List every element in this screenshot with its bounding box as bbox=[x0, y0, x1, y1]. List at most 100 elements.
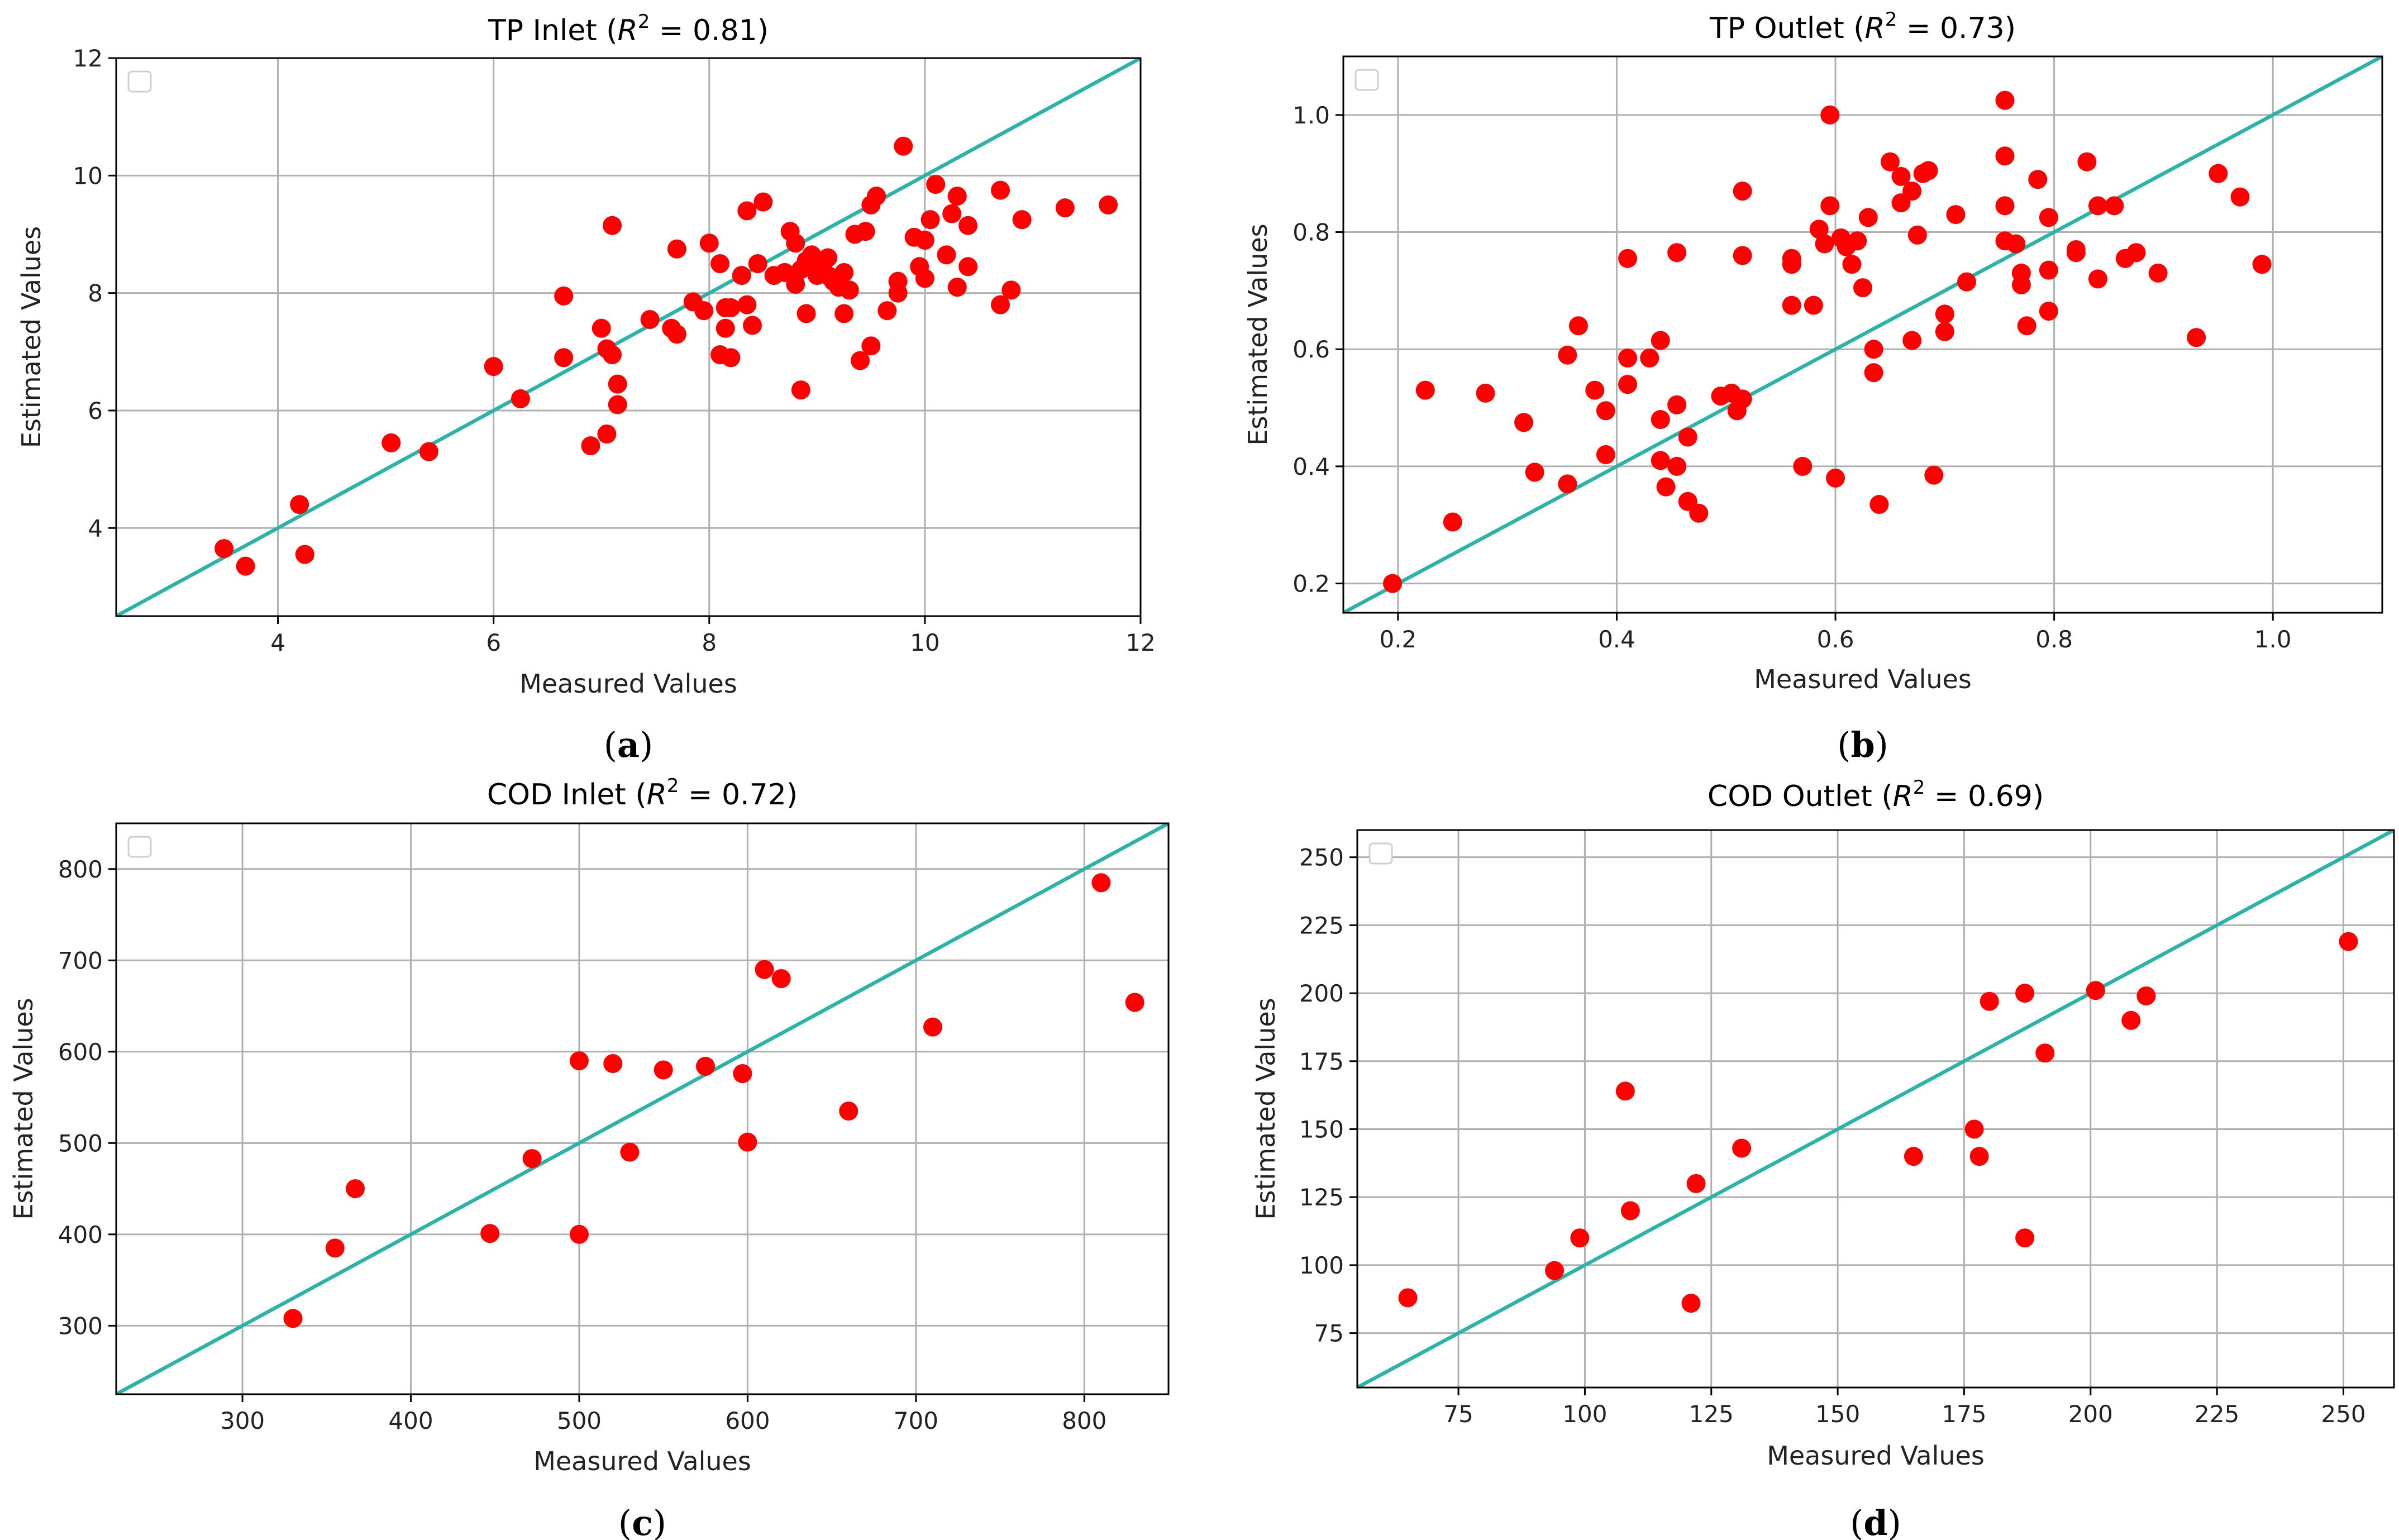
data-point-1 bbox=[325, 1238, 345, 1258]
panel-caption: (c) bbox=[618, 1503, 666, 1540]
data-point-73 bbox=[2039, 208, 2058, 227]
data-point-84 bbox=[2148, 263, 2168, 283]
y-tick-label: 1.0 bbox=[1292, 102, 1330, 129]
reference-line bbox=[116, 823, 1169, 1394]
data-point-3 bbox=[480, 1224, 500, 1243]
data-point-61 bbox=[867, 187, 886, 206]
x-tick-label: 6 bbox=[486, 629, 501, 656]
data-point-6 bbox=[1686, 1174, 1706, 1193]
data-point-12 bbox=[1618, 249, 1638, 268]
data-point-39 bbox=[1820, 105, 1840, 125]
data-point-1 bbox=[1415, 380, 1435, 400]
data-point-45 bbox=[1848, 231, 1867, 251]
chart-panel-d: 75 100 125 150 175 200 225 250 75 100 125 150 175 200… bbox=[1251, 776, 2395, 1540]
data-point-8 bbox=[1568, 316, 1588, 336]
data-point-85 bbox=[2187, 328, 2206, 347]
data-point-35 bbox=[1793, 456, 1813, 476]
data-point-88 bbox=[2252, 255, 2272, 274]
data-point-10 bbox=[696, 1056, 716, 1076]
data-point-21 bbox=[667, 239, 686, 259]
x-tick-label: 250 bbox=[2321, 1400, 2365, 1428]
data-point-16 bbox=[608, 374, 627, 394]
data-point-80 bbox=[2088, 269, 2107, 289]
data-point-15 bbox=[603, 345, 622, 365]
data-point-5 bbox=[1525, 463, 1544, 482]
data-point-14 bbox=[2035, 1043, 2055, 1063]
data-point-5 bbox=[1681, 1294, 1701, 1313]
data-point-41 bbox=[786, 233, 805, 253]
y-tick-label: 6 bbox=[88, 397, 103, 425]
data-point-82 bbox=[1055, 198, 1075, 218]
data-point-38 bbox=[1815, 234, 1834, 254]
legend-box bbox=[127, 70, 152, 93]
data-point-46 bbox=[1853, 278, 1872, 298]
data-point-10 bbox=[1969, 1147, 1989, 1166]
data-point-74 bbox=[2039, 260, 2058, 280]
chart-title: TP Inlet (R2 = 0.81) bbox=[488, 11, 769, 47]
data-point-64 bbox=[888, 271, 908, 291]
plot-frame bbox=[1342, 55, 2383, 614]
data-point-7 bbox=[511, 389, 530, 408]
data-point-62 bbox=[877, 301, 897, 321]
data-point-21 bbox=[1667, 395, 1687, 414]
data-point-30 bbox=[1733, 182, 1752, 201]
data-point-0 bbox=[283, 1309, 303, 1328]
y-tick-label: 8 bbox=[88, 280, 103, 307]
data-point-18 bbox=[2339, 932, 2358, 951]
data-point-15 bbox=[839, 1102, 859, 1121]
data-point-4 bbox=[522, 1149, 542, 1169]
data-point-54 bbox=[1902, 182, 1922, 201]
data-point-3 bbox=[295, 545, 314, 564]
data-point-65 bbox=[894, 136, 913, 156]
data-point-74 bbox=[947, 187, 967, 206]
data-point-31 bbox=[1733, 246, 1752, 265]
data-point-0 bbox=[1398, 1288, 1418, 1308]
data-point-37 bbox=[1809, 220, 1829, 239]
data-point-18 bbox=[640, 309, 660, 329]
data-point-17 bbox=[608, 395, 627, 414]
data-point-2 bbox=[1570, 1228, 1590, 1248]
data-point-8 bbox=[620, 1142, 640, 1162]
data-point-75 bbox=[2039, 302, 2058, 321]
data-point-7 bbox=[1558, 474, 1577, 494]
data-point-40 bbox=[786, 274, 805, 294]
x-tick-label: 8 bbox=[702, 629, 717, 656]
data-point-76 bbox=[958, 216, 978, 235]
data-point-48 bbox=[1864, 363, 1883, 383]
data-point-86 bbox=[2209, 164, 2228, 183]
data-point-8 bbox=[554, 286, 574, 306]
x-tick-label: 0.4 bbox=[1598, 626, 1635, 653]
data-point-5 bbox=[569, 1051, 589, 1071]
data-point-24 bbox=[699, 233, 719, 253]
data-point-3 bbox=[1615, 1081, 1635, 1101]
data-point-49 bbox=[1864, 340, 1883, 359]
data-point-23 bbox=[694, 301, 714, 321]
data-point-1 bbox=[1545, 1261, 1565, 1280]
x-tick-label: 800 bbox=[1062, 1407, 1107, 1434]
data-point-68 bbox=[2006, 234, 2026, 254]
data-point-36 bbox=[753, 192, 773, 212]
data-point-5 bbox=[419, 442, 438, 461]
data-point-63 bbox=[1957, 272, 1976, 292]
x-tick-label: 0.6 bbox=[1817, 626, 1854, 653]
data-point-16 bbox=[2121, 1010, 2141, 1030]
x-tick-label: 400 bbox=[388, 1407, 433, 1434]
y-tick-label: 100 bbox=[1299, 1252, 1344, 1279]
data-point-69 bbox=[915, 269, 934, 288]
data-point-32 bbox=[737, 295, 757, 314]
data-point-13 bbox=[755, 960, 774, 979]
data-point-30 bbox=[721, 298, 741, 317]
data-point-58 bbox=[1919, 161, 1938, 180]
data-point-41 bbox=[1826, 468, 1845, 488]
y-tick-label: 0.2 bbox=[1292, 570, 1330, 598]
y-tick-label: 800 bbox=[58, 856, 103, 883]
x-tick-label: 1.0 bbox=[2254, 626, 2292, 653]
x-tick-label: 150 bbox=[1815, 1400, 1860, 1428]
data-point-54 bbox=[834, 304, 854, 323]
y-axis-label: Estimated Values bbox=[1243, 223, 1273, 445]
data-point-34 bbox=[1782, 295, 1801, 315]
data-point-71 bbox=[926, 175, 946, 194]
y-tick-label: 0.6 bbox=[1292, 336, 1330, 363]
data-point-55 bbox=[840, 280, 859, 300]
